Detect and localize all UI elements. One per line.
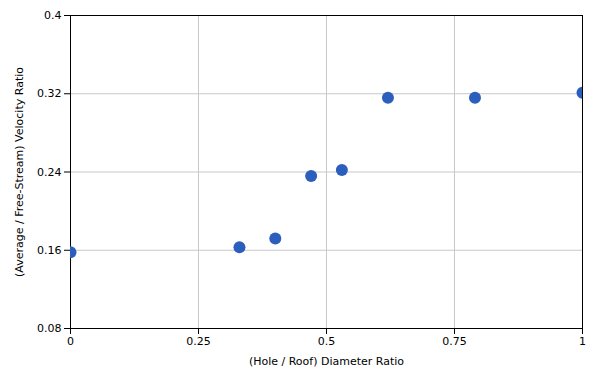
svg-text:0.08: 0.08	[37, 322, 62, 335]
svg-text:0: 0	[67, 335, 74, 348]
svg-text:0.75: 0.75	[442, 335, 467, 348]
svg-text:(Hole / Roof) Diameter Ratio: (Hole / Roof) Diameter Ratio	[249, 355, 404, 368]
svg-text:0.4: 0.4	[44, 9, 62, 22]
svg-text:0.25: 0.25	[186, 335, 211, 348]
svg-text:0.32: 0.32	[37, 87, 62, 100]
svg-text:1: 1	[579, 335, 586, 348]
svg-text:0.5: 0.5	[318, 335, 336, 348]
svg-text:0.24: 0.24	[37, 166, 62, 179]
svg-text:(Average / Free-Stream) Veloci: (Average / Free-Stream) Velocity Ratio	[13, 67, 26, 277]
svg-text:0.16: 0.16	[37, 244, 62, 257]
